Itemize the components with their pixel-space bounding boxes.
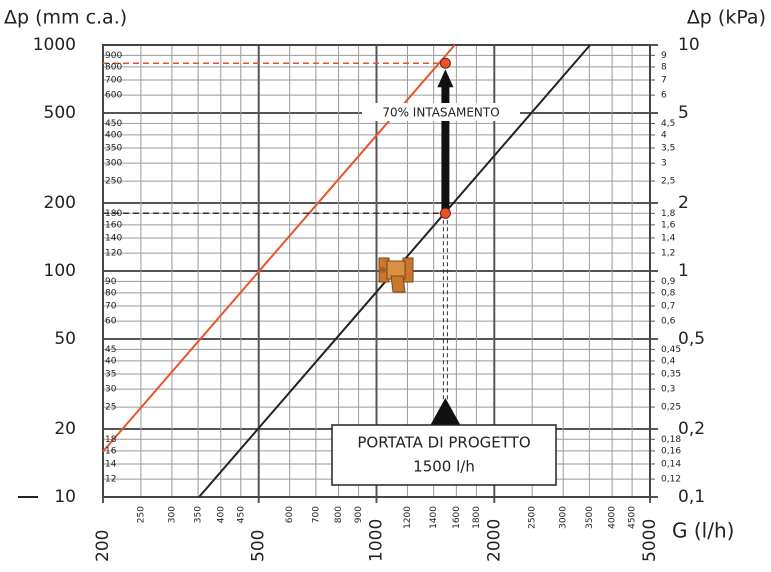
- y-tick-label: 12: [105, 475, 116, 485]
- y2-tick-label: 9: [661, 51, 667, 61]
- y-tick-label: 50: [54, 329, 76, 349]
- chart: Δp (mm c.a.) Δp (kPa) G (l/h) 70% INTASA…: [0, 0, 771, 572]
- y2-tick-label: 0,3: [661, 385, 675, 395]
- point: [440, 58, 450, 68]
- y-tick-label: 80: [105, 288, 117, 298]
- annotation: 70% INTASAMENTO: [382, 106, 499, 120]
- y2-tick-label: 1: [678, 261, 689, 281]
- y2-tick-label: 3,5: [661, 144, 675, 154]
- y-tick-label: 180: [105, 209, 122, 219]
- y-tick-label: 25: [105, 403, 116, 413]
- x-tick-label: 1800: [472, 506, 482, 529]
- y-tick-label: 40: [105, 356, 117, 366]
- y2-tick-label: 1,6: [661, 220, 676, 230]
- y-tick-label: 400: [105, 130, 122, 140]
- x-tick-label: 3000: [559, 506, 569, 529]
- x-tick-label: 200: [93, 530, 113, 562]
- y-tick-label: 140: [105, 233, 122, 243]
- y2-tick-label: 0,1: [678, 487, 705, 507]
- y2-tick-label: 1,2: [661, 249, 675, 259]
- y2-tick-label: 6: [661, 91, 667, 101]
- y2-tick-label: 2,5: [661, 177, 675, 187]
- y-tick-label: 120: [105, 249, 122, 259]
- x-tick-label: 1600: [452, 506, 462, 529]
- y-tick-label: 450: [105, 119, 122, 129]
- y-tick-label: 16: [105, 446, 117, 456]
- y2-tick-label: 0,9: [661, 277, 676, 287]
- x-tick-label: 1000: [367, 519, 387, 562]
- y-axis-title: Δp (mm c.a.): [4, 7, 127, 29]
- point: [440, 208, 450, 218]
- y-tick-label: 70: [105, 302, 117, 312]
- y2-tick-label: 7: [661, 76, 667, 86]
- y-tick-label: 300: [105, 159, 122, 169]
- x-tick-label: 1200: [403, 506, 413, 529]
- y-tick-label: 90: [105, 277, 117, 287]
- y2-tick-label: 0,5: [678, 329, 705, 349]
- x-tick-label: 500: [249, 530, 269, 562]
- x-tick-label: 250: [136, 506, 146, 523]
- y2-tick-label: 0,2: [678, 419, 705, 439]
- x-tick-label: 2500: [528, 506, 538, 529]
- x-tick-label: 450: [236, 506, 246, 523]
- x-tick-label: 700: [311, 506, 321, 523]
- annotation: PORTATA DI PROGETTO: [357, 434, 530, 452]
- y-tick-label: 30: [105, 385, 117, 395]
- y2-tick-label: 1,4: [661, 233, 676, 243]
- y-tick-label: 160: [105, 220, 122, 230]
- y2-tick-label: 5: [678, 103, 689, 123]
- y2-tick-label: 0,16: [661, 446, 681, 456]
- y-tick-label: 10: [54, 487, 76, 507]
- y-tick-label: 350: [105, 144, 122, 154]
- y-tick-label: 18: [105, 435, 117, 445]
- y-tick-label: 900: [105, 51, 122, 61]
- y2-tick-label: 0,25: [661, 403, 681, 413]
- y2-tick-label: 0,8: [661, 288, 676, 298]
- x-tick-label: 300: [167, 506, 177, 523]
- x-tick-label: 4500: [628, 506, 638, 529]
- y2-tick-label: 0,12: [661, 475, 681, 485]
- y2-tick-label: 4: [661, 130, 667, 140]
- x-axis-title: G (l/h): [672, 519, 734, 543]
- y2-tick-label: 2: [678, 193, 689, 213]
- x-tick-label: 800: [334, 506, 344, 523]
- y2-axis-title: Δp (kPa): [687, 7, 766, 29]
- x-tick-label: 900: [354, 506, 364, 523]
- y-tick-label: 1000: [33, 35, 76, 55]
- y2-tick-label: 0,14: [661, 459, 681, 469]
- y-tick-label: 100: [44, 261, 76, 281]
- y-tick-label: 800: [105, 62, 122, 72]
- x-tick-label: 3500: [585, 506, 595, 529]
- x-tick-label: 1400: [429, 506, 439, 529]
- y-tick-label: 200: [44, 193, 76, 213]
- y-tick-label: 35: [105, 370, 116, 380]
- x-tick-label: 2000: [484, 519, 504, 562]
- arrow-head: [437, 69, 453, 87]
- x-tick-label: 400: [216, 506, 226, 523]
- x-tick-label: 5000: [640, 519, 660, 562]
- x-tick-label: 4000: [608, 506, 618, 529]
- y-tick-label: 45: [105, 345, 116, 355]
- y2-tick-label: 8: [661, 62, 667, 72]
- annotation: 1500 l/h: [413, 458, 475, 476]
- y-tick-label: 20: [54, 419, 76, 439]
- y2-tick-label: 3: [661, 159, 667, 169]
- y2-tick-label: 4,5: [661, 119, 675, 129]
- y-tick-label: 600: [105, 91, 122, 101]
- y-tick-label: 700: [105, 76, 122, 86]
- x-tick-label: 600: [285, 506, 295, 523]
- y-tick-label: 60: [105, 317, 117, 327]
- y-tick-label: 250: [105, 177, 122, 187]
- y2-tick-label: 0,4: [661, 356, 676, 366]
- y2-tick-label: 0,35: [661, 370, 681, 380]
- y-tick-label: 500: [44, 103, 76, 123]
- y2-tick-label: 0,7: [661, 302, 675, 312]
- y2-tick-label: 10: [678, 35, 700, 55]
- y-tick-label: 14: [105, 459, 117, 469]
- y2-tick-label: 1,8: [661, 209, 676, 219]
- x-tick-label: 350: [194, 506, 204, 523]
- y2-tick-label: 0,6: [661, 317, 676, 327]
